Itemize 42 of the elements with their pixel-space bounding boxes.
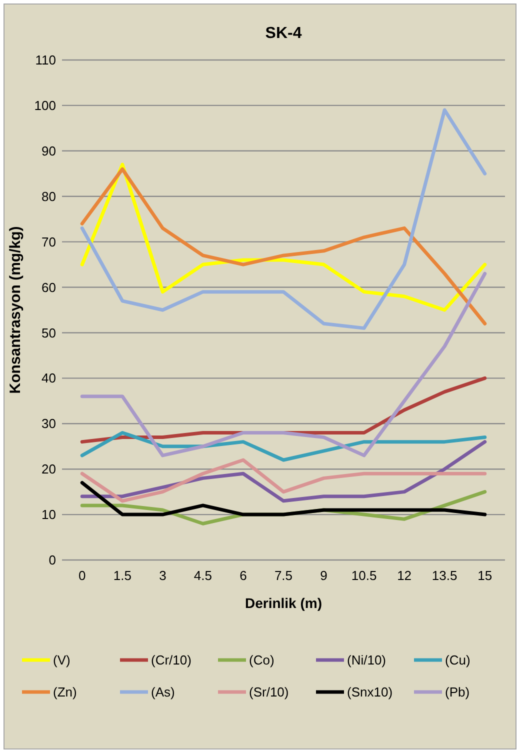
line-series	[80, 440, 487, 503]
legend-label: (V)	[53, 652, 70, 668]
line-series	[80, 480, 487, 516]
legend-label: (Snx10)	[347, 684, 393, 700]
legend-label: (Pb)	[445, 684, 470, 700]
x-tick-label: 6	[240, 568, 247, 583]
legend-label: (Ni/10)	[347, 652, 386, 668]
y-tick-label: 100	[34, 98, 56, 114]
legend-label: (Zn)	[53, 684, 77, 700]
y-axis-title: Konsantrasyon (mg/kg)	[7, 226, 24, 394]
legend-label: (Sr/10)	[249, 684, 289, 700]
x-tick-label: 1.5	[113, 568, 132, 583]
y-tick-label: 110	[35, 52, 56, 68]
line-series	[80, 458, 487, 503]
legend-label: (Co)	[249, 652, 274, 668]
x-tick-label: 4.5	[194, 568, 212, 583]
y-tick-label: 60	[42, 280, 56, 295]
y-tick-label: 0	[48, 552, 56, 568]
legend-label: (As)	[151, 684, 175, 700]
x-tick-label: 13.5	[432, 568, 458, 583]
legend-label: (Cr/10)	[151, 652, 192, 668]
y-tick-label: 10	[42, 507, 56, 522]
legend-label: (Cu)	[445, 652, 470, 668]
y-tick-label: 30	[42, 416, 56, 432]
x-tick-label: 9	[320, 568, 328, 583]
line-series	[80, 430, 487, 462]
x-tick-label: 10.5	[351, 568, 377, 583]
x-tick-label: 0	[78, 568, 86, 583]
line-series	[80, 108, 487, 330]
y-tick-label: 80	[42, 188, 56, 204]
y-tick-label: 40	[42, 370, 56, 386]
x-tick-label: 15	[478, 568, 492, 583]
y-tick-label: 50	[42, 325, 56, 340]
x-tick-label: 12	[397, 568, 412, 583]
y-tick-label: 70	[42, 234, 56, 250]
chart-title: SK-4	[265, 25, 302, 42]
x-axis-title: Derinlik (m)	[244, 595, 322, 611]
line-series	[80, 272, 487, 458]
y-tick-label: 20	[42, 462, 56, 477]
x-tick-label: 7.5	[274, 568, 293, 583]
y-tick-label: 90	[42, 143, 56, 158]
x-tick-label: 3	[159, 568, 166, 583]
